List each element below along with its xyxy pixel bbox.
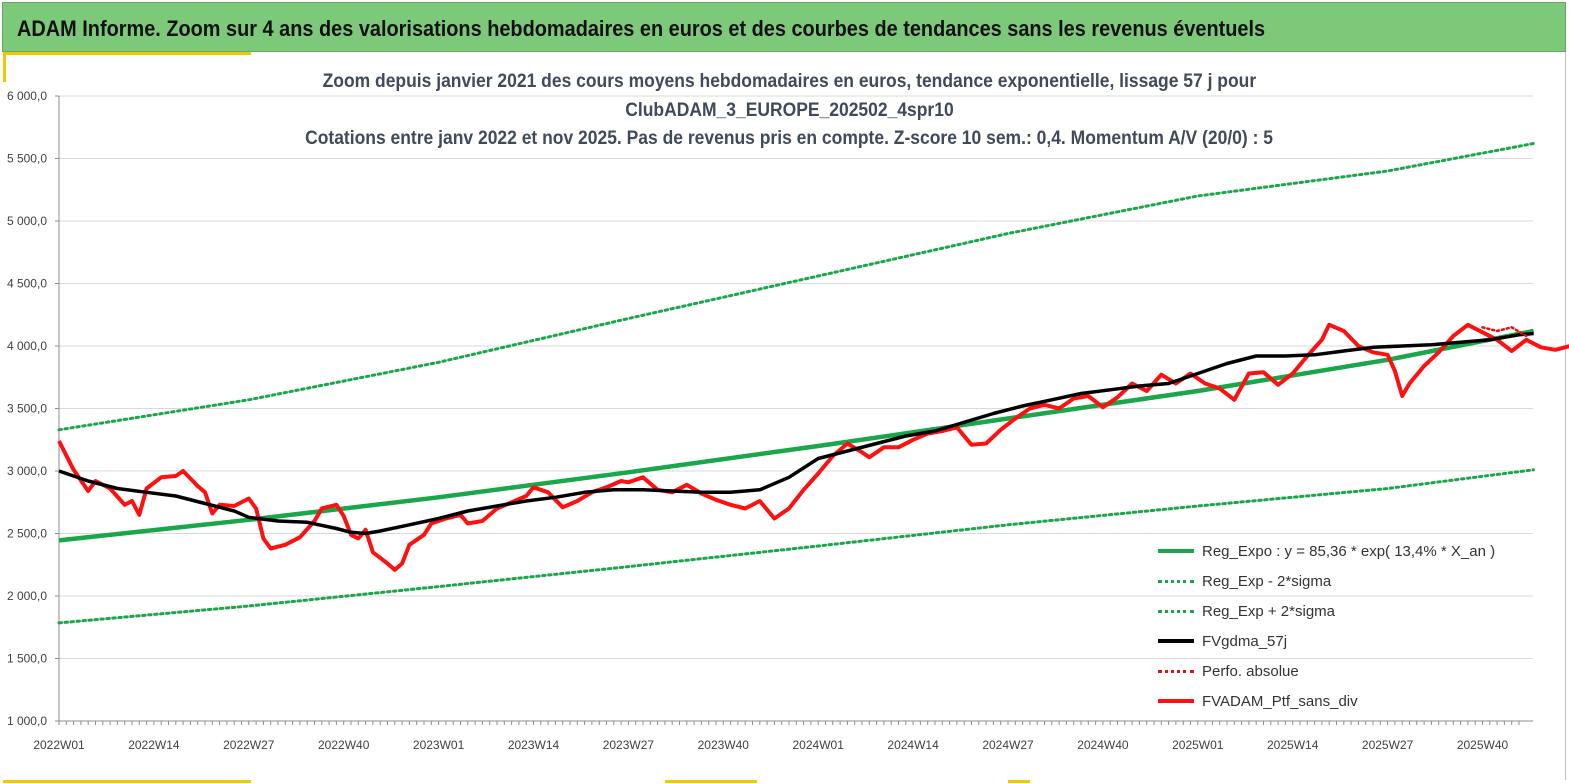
- x-tick-label: 2024W27: [982, 738, 1034, 752]
- x-tick-label: 2024W40: [1077, 738, 1129, 752]
- legend-swatch-reg-exp-plus: [1158, 609, 1194, 613]
- x-tick-label: 2024W01: [793, 738, 845, 752]
- series-lines: [57, 142, 1569, 625]
- legend-item-fvgdma: FVgdma_57j: [1158, 626, 1495, 656]
- legend-swatch-fvgdma: [1158, 639, 1194, 643]
- legend-item-reg-expo: Reg_Expo : y = 85,36 * exp( 13,4% * X_an…: [1158, 536, 1495, 566]
- x-tick-label: 2025W27: [1362, 738, 1414, 752]
- x-tick-label: 2023W14: [508, 738, 560, 752]
- x-tick-label: 2022W14: [128, 738, 180, 752]
- legend-label: FVgdma_57j: [1202, 632, 1288, 650]
- x-tick-label: 2022W40: [318, 738, 370, 752]
- legend-label: Perfo. absolue: [1202, 662, 1299, 680]
- x-tick-label: 2025W01: [1172, 738, 1224, 752]
- x-tick-label: 2023W27: [603, 738, 655, 752]
- legend-label: Reg_Exp - 2*sigma: [1202, 572, 1332, 590]
- x-tick-label: 2022W27: [223, 738, 275, 752]
- series-reg-exp-minus: [57, 468, 1536, 625]
- chart-frame-right: [1565, 52, 1566, 780]
- y-tick-label: 2 000,0: [7, 589, 47, 603]
- accent-bar-top: [3, 52, 251, 55]
- legend-label: FVADAM_Ptf_sans_div: [1202, 692, 1358, 710]
- y-tick-label: 4 000,0: [7, 339, 47, 353]
- legend-swatch-reg-expo: [1158, 549, 1194, 553]
- series-perfo-absolue: [1481, 326, 1528, 338]
- accent-bar-bottom-right: [1008, 780, 1030, 783]
- series-fvadam-ptf: [57, 322, 1569, 572]
- x-tick-label: 2024W14: [887, 738, 939, 752]
- accent-bar-bottom-left: [3, 780, 251, 783]
- page-title: ADAM Informe. Zoom sur 4 ans des valoris…: [17, 16, 1266, 41]
- y-tick-label: 4 500,0: [7, 277, 47, 291]
- legend-item-perfo-absolue: Perfo. absolue: [1158, 656, 1495, 686]
- y-tick-label: 5 000,0: [7, 214, 47, 228]
- series-reg-exp-plus: [57, 142, 1536, 432]
- legend-label: Reg_Exp + 2*sigma: [1202, 602, 1335, 620]
- x-tick-label: 2022W01: [33, 738, 85, 752]
- x-tick-label: 2023W40: [698, 738, 750, 752]
- chart-title-line-2: ClubADAM_3_EUROPE_202502_4spr10: [624, 100, 954, 121]
- legend-label: Reg_Expo : y = 85,36 * exp( 13,4% * X_an…: [1202, 542, 1496, 560]
- x-tick-label: 2023W01: [413, 738, 465, 752]
- y-tick-label: 1 500,0: [7, 652, 47, 666]
- axes: 1 000,0 1 500,0 2 000,0 2 500,0 3 000,0 3 500…: [7, 89, 1533, 752]
- legend-swatch-perfo-absolue: [1158, 669, 1194, 673]
- y-tick-label: 3 500,0: [7, 402, 47, 416]
- legend-item-fvadam-ptf: FVADAM_Ptf_sans_div: [1158, 686, 1495, 716]
- accent-bar-bottom-middle: [665, 780, 757, 783]
- series-fvgdma: [58, 331, 1534, 536]
- legend-item-reg-exp-minus: Reg_Exp - 2*sigma: [1158, 566, 1495, 596]
- series-reg-expo: [58, 328, 1535, 543]
- legend-item-reg-exp-plus: Reg_Exp + 2*sigma: [1158, 596, 1495, 626]
- y-tick-label: 2 500,0: [7, 527, 47, 541]
- y-tick-label: 1 000,0: [7, 714, 47, 728]
- header-banner: ADAM Informe. Zoom sur 4 ans des valoris…: [2, 2, 1566, 52]
- chart-title-line-1: Zoom depuis janvier 2021 des cours moyen…: [322, 71, 1256, 92]
- chart-title-line-3: Cotations entre janv 2022 et nov 2025. P…: [305, 128, 1273, 149]
- legend-swatch-fvadam-ptf: [1158, 699, 1194, 703]
- y-tick-label: 6 000,0: [7, 89, 47, 103]
- x-tick-label: 2025W14: [1267, 738, 1319, 752]
- chart-legend: Reg_Expo : y = 85,36 * exp( 13,4% * X_an…: [1158, 536, 1495, 716]
- x-tick-label: 2025W40: [1457, 738, 1509, 752]
- accent-bar-left: [3, 52, 6, 82]
- y-tick-label: 5 500,0: [7, 152, 47, 166]
- legend-swatch-reg-exp-minus: [1158, 579, 1194, 583]
- y-tick-label: 3 000,0: [7, 464, 47, 478]
